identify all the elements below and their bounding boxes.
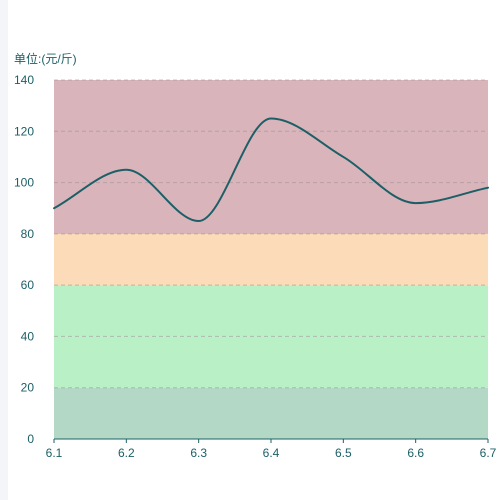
y-tick-label-2: 40 bbox=[21, 329, 35, 343]
y-tick-label-7: 140 bbox=[14, 73, 34, 87]
axes-group bbox=[53, 438, 489, 443]
series-line-0 bbox=[53, 117, 489, 223]
band-3 bbox=[54, 233, 488, 286]
x-tick-label-4: 6.5 bbox=[335, 446, 352, 460]
x-tick-label-5: 6.6 bbox=[407, 446, 424, 460]
y-tick-label-3: 60 bbox=[21, 278, 35, 292]
band-1 bbox=[54, 336, 488, 388]
y-tick-label-5: 100 bbox=[14, 176, 34, 190]
band-0 bbox=[54, 387, 488, 439]
x-tick-label-2: 6.3 bbox=[190, 446, 207, 460]
x-tick-label-1: 6.2 bbox=[118, 446, 135, 460]
y-unit-label: 单位:(元/斤) bbox=[14, 52, 77, 66]
y-tick-label-1: 20 bbox=[21, 381, 35, 395]
x-tick-label-0: 6.1 bbox=[46, 446, 63, 460]
x-tick-label-6: 6.7 bbox=[480, 446, 497, 460]
band-5 bbox=[54, 80, 488, 234]
y-tick-label-0: 0 bbox=[27, 432, 34, 446]
x-tick-label-3: 6.4 bbox=[263, 446, 280, 460]
grid-group bbox=[54, 79, 488, 389]
band-2 bbox=[54, 285, 488, 337]
series-group bbox=[53, 117, 489, 223]
y-tick-label-4: 80 bbox=[21, 227, 35, 241]
band-group bbox=[54, 80, 488, 439]
y-tick-label-6: 120 bbox=[14, 124, 34, 138]
tick-label-group: 0 20 40 60 80 100 120 140 6.1 6.2 6.3 6.4 6.5 6.6 6.7 bbox=[14, 73, 497, 460]
